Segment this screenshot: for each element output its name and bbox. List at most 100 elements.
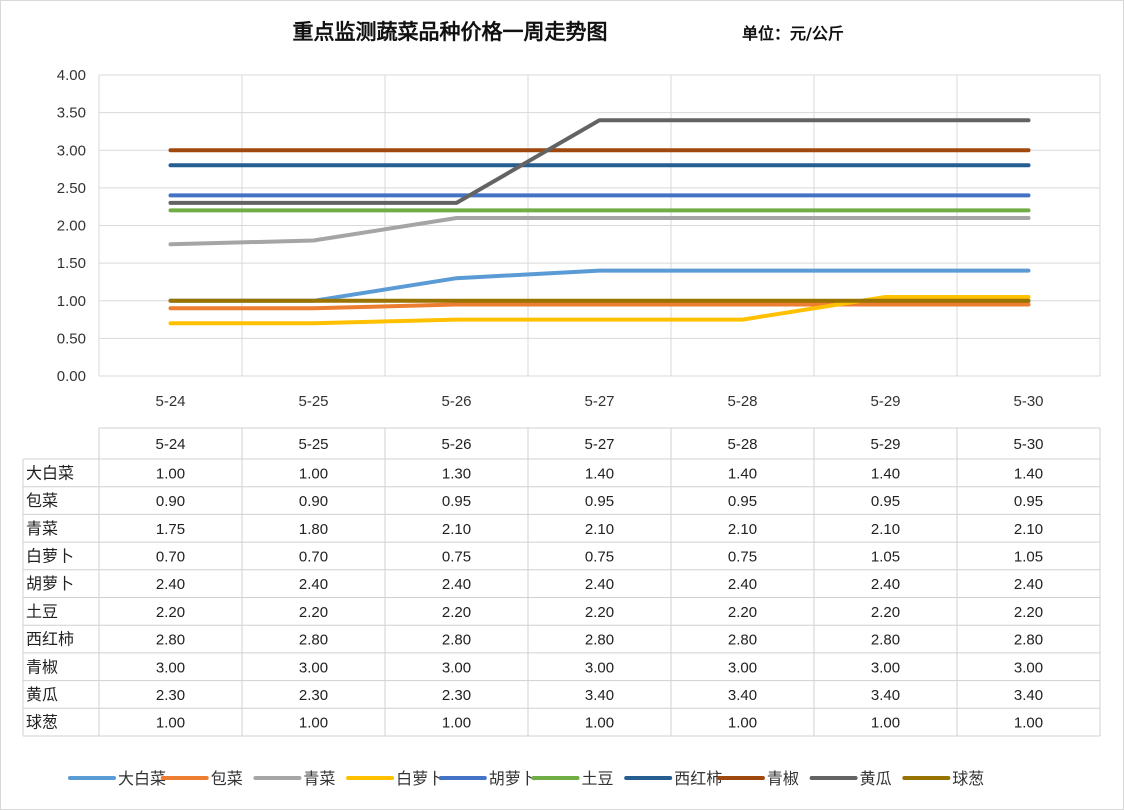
table-cell: 3.00 (585, 659, 614, 676)
table-cell: 1.40 (871, 465, 900, 482)
table-cell: 0.70 (156, 548, 185, 565)
table-cell: 0.75 (585, 548, 614, 565)
series-line-包菜 (168, 302, 1031, 311)
table-cell: 3.40 (1014, 687, 1043, 704)
table-cell: 1.00 (156, 465, 185, 482)
legend-label: 青菜 (303, 769, 335, 788)
y-tick-label: 1.00 (57, 293, 86, 310)
table-cell: 2.20 (156, 604, 185, 621)
y-axis-tick-labels: 0.00 0.50 1.00 1.50 2.00 2.50 3.00 3.50 4.00 (57, 67, 86, 385)
table-cell: 1.05 (871, 548, 900, 565)
table-header-cell: 5-26 (441, 436, 471, 453)
table-cell: 3.00 (156, 659, 185, 676)
table-cell: 0.95 (585, 493, 614, 510)
table-cell: 0.95 (871, 493, 900, 510)
table-header-cell: 5-30 (1013, 436, 1043, 453)
table-cell: 3.00 (442, 659, 471, 676)
table-cell: 2.30 (156, 687, 185, 704)
table-cell: 0.90 (299, 493, 328, 510)
table-cell: 2.80 (442, 632, 471, 649)
table-row-label: 青椒 (26, 657, 58, 676)
table-cell: 2.10 (728, 521, 757, 538)
x-tick-label: 5-26 (441, 393, 471, 410)
legend-label: 黄瓜 (860, 769, 892, 788)
table-cell: 2.80 (1014, 632, 1043, 649)
x-tick-label: 5-30 (1013, 393, 1043, 410)
table-cell: 2.20 (728, 604, 757, 621)
table-cell: 2.20 (1014, 604, 1043, 621)
table-header-cell: 5-25 (298, 436, 328, 453)
table-cell: 2.10 (442, 521, 471, 538)
table-cell: 2.80 (728, 632, 757, 649)
table-cell: 3.40 (728, 687, 757, 704)
table-cell: 2.40 (299, 576, 328, 593)
legend-label: 青椒 (767, 769, 799, 788)
table-cell: 2.30 (299, 687, 328, 704)
series-lines (168, 118, 1031, 326)
table-cell: 1.00 (728, 715, 757, 732)
x-tick-label: 5-25 (298, 393, 328, 410)
table-cell: 1.80 (299, 521, 328, 538)
table-cell: 3.40 (585, 687, 614, 704)
table-cell: 2.20 (442, 604, 471, 621)
table-cell: 1.05 (1014, 548, 1043, 565)
table-cell: 3.40 (871, 687, 900, 704)
x-tick-label: 5-27 (584, 393, 614, 410)
table-cell: 1.40 (728, 465, 757, 482)
table-cell: 0.70 (299, 548, 328, 565)
table-row-label: 黄瓜 (26, 685, 58, 704)
y-tick-label: 1.50 (57, 255, 86, 272)
legend-label: 胡萝卜 (489, 769, 537, 788)
table-cell: 1.00 (585, 715, 614, 732)
table-header-cell: 5-29 (870, 436, 900, 453)
table-cell: 0.95 (1014, 493, 1043, 510)
legend-label: 土豆 (582, 769, 614, 788)
table-cell: 1.00 (871, 715, 900, 732)
table-cell: 0.75 (728, 548, 757, 565)
table-cell: 1.00 (156, 715, 185, 732)
table-cell: 0.75 (442, 548, 471, 565)
y-tick-label: 0.00 (57, 368, 86, 385)
table-cell: 2.80 (156, 632, 185, 649)
table-cell: 2.40 (871, 576, 900, 593)
table-row-label: 球葱 (26, 713, 58, 732)
table-cell: 2.30 (442, 687, 471, 704)
table-row-label: 土豆 (26, 602, 58, 621)
table-cell: 2.20 (299, 604, 328, 621)
y-tick-label: 3.00 (57, 142, 86, 159)
series-line-白萝卜 (168, 295, 1031, 326)
series-line-黄瓜 (168, 118, 1031, 205)
y-tick-label: 2.00 (57, 218, 86, 235)
table-cell: 2.10 (871, 521, 900, 538)
y-tick-label: 3.50 (57, 105, 86, 122)
table-cell: 2.10 (1014, 521, 1043, 538)
table-header-cell: 5-24 (155, 436, 185, 453)
table-cell: 3.00 (1014, 659, 1043, 676)
table-cell: 2.40 (728, 576, 757, 593)
table-cell: 1.00 (1014, 715, 1043, 732)
table-cell: 1.40 (585, 465, 614, 482)
legend-label: 大白菜 (118, 769, 166, 788)
table-row-label: 青菜 (26, 519, 58, 538)
legend-label: 西红柿 (674, 769, 722, 788)
table-cell: 2.20 (871, 604, 900, 621)
legend: 大白菜 包菜 青菜 白萝卜 胡萝卜 土豆 西红柿 青椒 黄瓜 球葱 (68, 769, 984, 788)
x-tick-label: 5-28 (727, 393, 757, 410)
table-cell: 2.80 (871, 632, 900, 649)
y-tick-label: 0.50 (57, 330, 86, 347)
table-cell: 3.00 (728, 659, 757, 676)
table-cell: 1.00 (442, 715, 471, 732)
table-header-cell: 5-28 (727, 436, 757, 453)
y-tick-label: 4.00 (57, 67, 86, 84)
x-axis-tick-labels: 5-24 5-25 5-26 5-27 5-28 5-29 5-30 (155, 393, 1043, 410)
table-cell: 2.40 (156, 576, 185, 593)
x-tick-label: 5-24 (155, 393, 185, 410)
table-header-cell: 5-27 (584, 436, 614, 453)
table-cell: 1.40 (1014, 465, 1043, 482)
table-cell: 0.95 (728, 493, 757, 510)
table-row-label: 大白菜 (26, 463, 74, 482)
x-tick-label: 5-29 (870, 393, 900, 410)
